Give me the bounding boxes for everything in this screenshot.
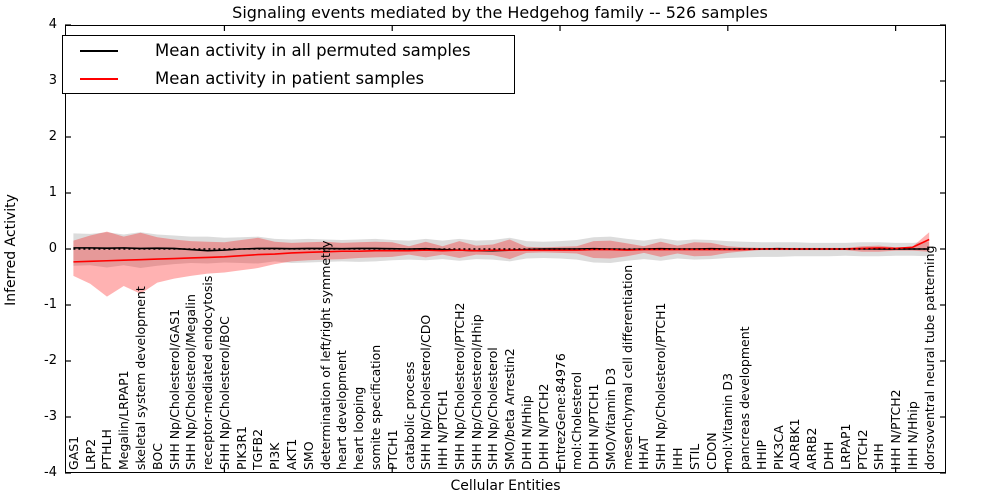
x-category-label: SHH Np/Cholesterol/BOC: [216, 316, 232, 470]
y-tick-label: 2: [48, 129, 57, 144]
x-category-label: Megalin/LRPAP1: [116, 370, 132, 470]
x-category-label: SHH Np/Cholesterol/CDO: [418, 314, 434, 470]
x-category-label: SHH Np/Cholesterol: [485, 347, 501, 470]
x-category-label: catabolic process: [401, 361, 417, 470]
x-category-label: SHH Np/Cholesterol/PTCH2: [451, 302, 467, 471]
x-category-label: GAS1: [65, 435, 81, 470]
x-category-label: determination of left/right symmetry: [317, 240, 333, 471]
x-category-label: SHH Np/Cholesterol/Hhip: [468, 314, 484, 470]
x-category-label: AKT1: [284, 438, 300, 470]
x-category-label: heart development: [334, 350, 350, 470]
x-category-label: DHH N/PTCH2: [535, 383, 551, 470]
x-category-label: SMO/Vitamin D3: [602, 367, 618, 470]
x-category-label: receptor-mediated endocytosis: [200, 275, 216, 470]
x-category-label: BOC: [149, 443, 165, 470]
legend: Mean activity in all permuted samples Me…: [62, 35, 515, 94]
x-category-label: TGFB2: [250, 428, 266, 470]
y-tick-label: 0: [48, 241, 57, 256]
x-category-label: mol:Cholesterol: [569, 371, 585, 470]
x-category-label: IHH N/PTCH2: [888, 389, 904, 470]
x-axis-label: Cellular Entities: [450, 478, 561, 494]
x-category-label: PTCH2: [854, 429, 870, 470]
patient-mean-line: [73, 238, 930, 263]
x-category-label: LRPAP1: [837, 423, 853, 470]
x-category-label: skeletal system development: [133, 286, 149, 470]
y-tick-label: -2: [44, 353, 57, 368]
y-tick-label: -4: [44, 465, 57, 480]
patient-line-sample-icon: [80, 77, 118, 80]
chart-title: Signaling events mediated by the Hedgeho…: [232, 3, 768, 22]
y-tick-label: -3: [44, 409, 57, 424]
x-category-label: PIK3CA: [770, 425, 786, 470]
x-category-label: pancreas development: [737, 326, 753, 470]
x-category-label: STIL: [686, 443, 702, 470]
x-category-label: mol:Vitamin D3: [720, 373, 736, 470]
plot-frame: [65, 25, 946, 473]
x-category-label: PTHLH: [99, 429, 115, 470]
legend-entry-permuted: Mean activity in all permuted samples: [63, 39, 514, 63]
permuted-line-sample-icon: [80, 49, 118, 52]
x-category-label: PIK3R1: [233, 425, 249, 470]
x-category-label: SMO/beta Arrestin2: [502, 348, 518, 470]
x-category-label: DHH: [821, 441, 836, 470]
x-category-label: HHAT: [636, 435, 652, 470]
y-tick-label: -1: [44, 297, 57, 312]
x-category-label: IHH N/PTCH1: [435, 389, 451, 470]
x-category-label: PTCH1: [384, 429, 400, 470]
x-category-label: heart looping: [351, 386, 367, 470]
x-category-label: somite specification: [367, 344, 383, 470]
x-category-label: IHH N/Hhip: [904, 401, 920, 470]
x-category-label: IHH: [669, 447, 685, 471]
legend-label: Mean activity in patient samples: [155, 68, 425, 88]
x-category-label: DHH N/PTCH1: [586, 383, 602, 470]
x-category-label: dorsoventral neural tube patterning: [921, 245, 937, 471]
x-category-label: PI3K: [267, 442, 283, 470]
x-category-label: SMO: [300, 441, 316, 470]
x-category-label: SHH Np/Cholesterol/Megalin: [183, 294, 199, 470]
x-category-label: HHIP: [753, 439, 769, 470]
x-category-label: mesenchymal cell differentiation: [619, 264, 635, 470]
x-category-label: SHH Np/Cholesterol/PTCH1: [653, 302, 669, 471]
x-category-label: EntrezGene:84976: [552, 353, 568, 470]
x-category-label: DHH N/Hhip: [518, 395, 534, 470]
legend-label: Mean activity in all permuted samples: [155, 40, 471, 60]
legend-entry-patient: Mean activity in patient samples: [63, 67, 514, 91]
x-category-label: CDON: [703, 432, 719, 470]
x-category-label: SHH Np/Cholesterol/GAS1: [166, 308, 182, 470]
y-tick-label: 1: [48, 185, 57, 200]
x-category-label: ADRBK1: [787, 418, 803, 470]
y-axis-label: Inferred Activity: [3, 194, 19, 306]
x-category-label: SHH: [871, 443, 887, 470]
x-category-label: LRP2: [82, 438, 98, 470]
x-category-label: ARRB2: [804, 427, 820, 470]
y-tick-label: 3: [48, 73, 57, 88]
y-tick-label: 4: [48, 17, 57, 32]
